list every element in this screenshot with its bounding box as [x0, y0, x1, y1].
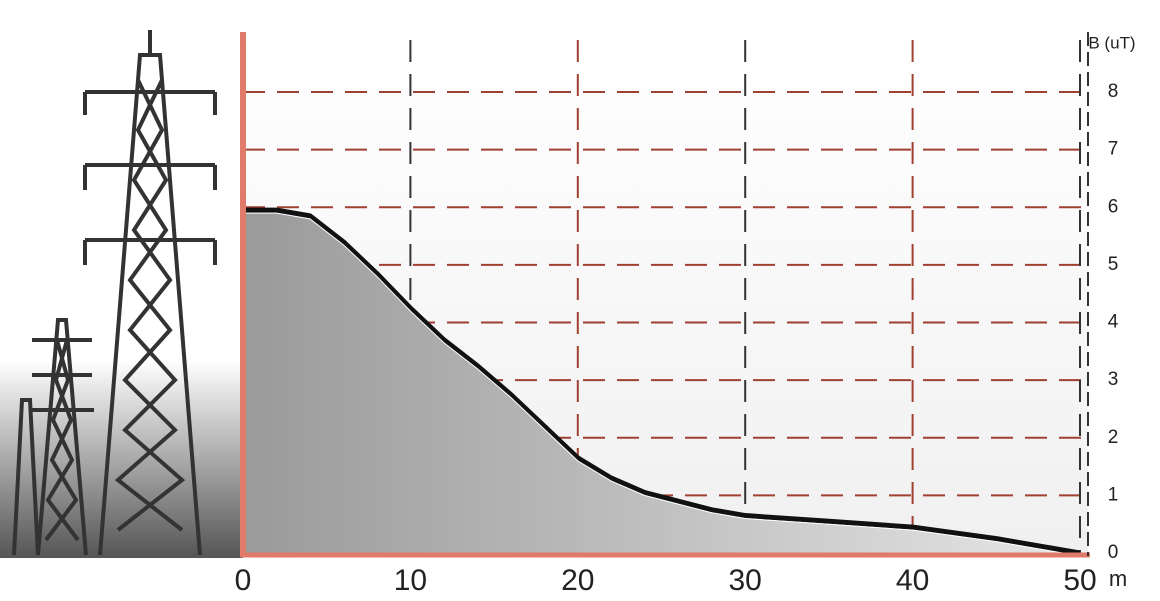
- x-tick-label: 50: [1063, 564, 1096, 597]
- y-tick-label: 5: [1108, 254, 1119, 275]
- y-tick-label: 2: [1108, 427, 1119, 448]
- line-highlight: [243, 212, 1081, 557]
- y-tick-label: 1: [1108, 484, 1119, 505]
- y-tick-label: 3: [1108, 369, 1119, 390]
- y-tick-label: 4: [1108, 312, 1119, 333]
- x-tick-label: 40: [896, 564, 929, 597]
- pylon-small: [12, 318, 94, 556]
- x-tick-label: 10: [394, 564, 427, 597]
- x-axis-label: m: [1109, 566, 1127, 591]
- y-tick-label: 8: [1108, 81, 1119, 102]
- y-tick-label: 7: [1108, 139, 1119, 160]
- pylon-large: [83, 30, 217, 556]
- y-axis-label: B (uT): [1088, 33, 1135, 52]
- x-tick-label: 0: [235, 564, 252, 597]
- line: [243, 207, 1081, 556]
- area: [243, 210, 1080, 553]
- y-tick-label: 0: [1108, 542, 1119, 563]
- y-tick-label: 6: [1108, 196, 1119, 217]
- x-tick-label: 20: [561, 564, 594, 597]
- x-tick-label: 30: [729, 564, 762, 597]
